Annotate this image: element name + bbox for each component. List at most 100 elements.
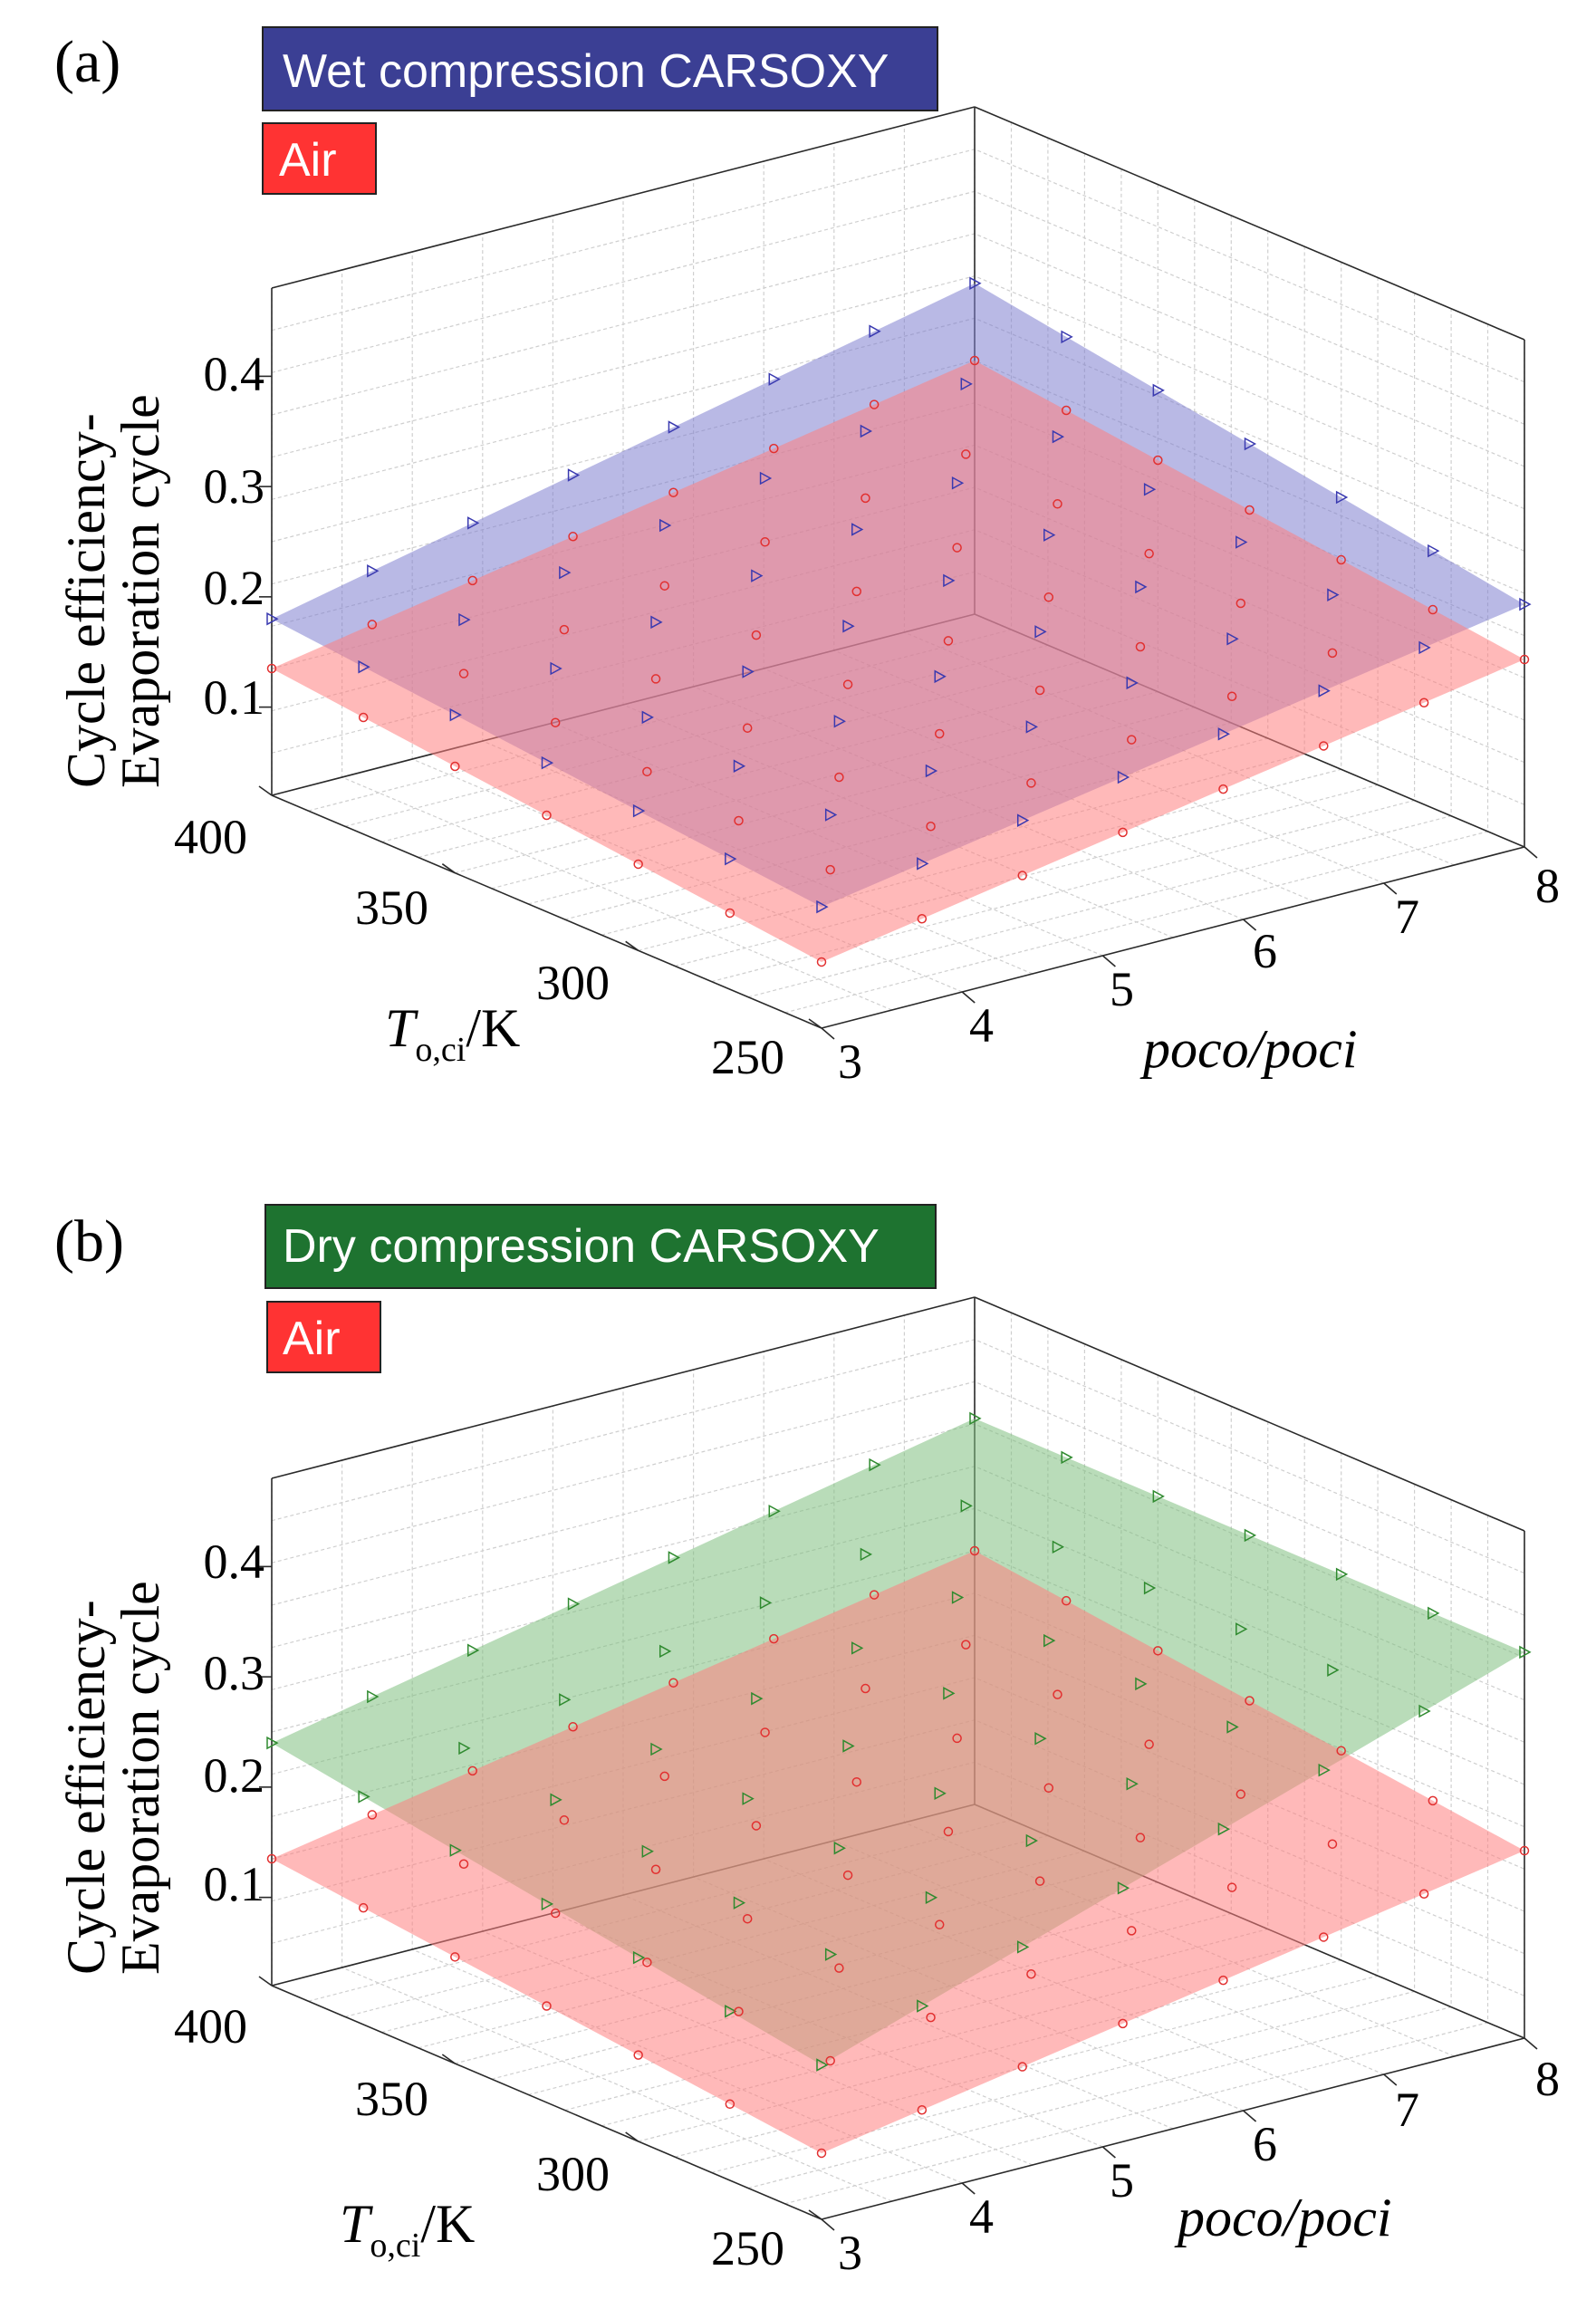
surface-1: [272, 361, 1524, 962]
marker-triangle: [1217, 727, 1230, 741]
marker-circle: [633, 2050, 643, 2060]
tick-mark: [1383, 882, 1398, 895]
b-z-label-line1: Cycle efficiency-: [56, 1600, 116, 1975]
b-z-axis-label: Cycle efficiency- Evaporation cycle: [56, 1581, 170, 1975]
marker-triangle: [458, 1741, 471, 1756]
a-x-tick-7: 7: [1395, 890, 1419, 944]
a-y-axis-label: To,ci/K: [385, 998, 520, 1069]
marker-circle: [917, 914, 928, 924]
box-edge: [821, 846, 1525, 1029]
marker-circle: [1061, 405, 1072, 416]
marker-circle: [542, 810, 552, 821]
panel-b-label: (b): [54, 1208, 124, 1275]
a-y-tick-400: 400: [174, 810, 247, 864]
marker-triangle: [1061, 330, 1073, 344]
marker-triangle: [860, 424, 873, 438]
marker-circle: [659, 1771, 669, 1782]
marker-triangle: [559, 565, 572, 580]
marker-triangle: [1244, 437, 1257, 451]
marker-triangle: [466, 1643, 480, 1658]
marker-circle: [816, 2148, 827, 2159]
marker-circle: [961, 449, 971, 459]
marker-circle: [769, 443, 779, 454]
a-y-label-unit: /K: [466, 998, 520, 1058]
marker-triangle: [266, 1736, 279, 1750]
marker-circle: [869, 399, 880, 409]
marker-circle: [751, 630, 762, 640]
marker-triangle: [969, 276, 982, 291]
tick-mark: [1243, 919, 1257, 931]
gridline: [271, 106, 1525, 341]
marker-triangle: [1052, 429, 1065, 444]
marker-triangle: [1418, 1704, 1431, 1718]
marker-triangle: [1043, 528, 1056, 542]
legend-a-air-label: Air: [279, 134, 337, 187]
marker-triangle: [1034, 1732, 1047, 1746]
marker-circle: [860, 1683, 870, 1694]
marker-triangle: [816, 900, 829, 914]
marker-circle: [659, 581, 669, 591]
tick-mark: [961, 2182, 976, 2195]
marker-triangle: [632, 1950, 646, 1965]
b-z-label-line2: Evaporation cycle: [111, 1581, 170, 1975]
marker-circle: [559, 1815, 570, 1825]
b-y-label-main: T: [340, 2194, 373, 2254]
marker-triangle: [367, 1689, 380, 1704]
marker-triangle: [842, 619, 855, 633]
marker-circle: [842, 1870, 853, 1881]
marker-triangle: [1117, 1881, 1130, 1895]
marker-triangle: [742, 665, 755, 678]
b-y-tick-400: 400: [174, 1999, 247, 2054]
marker-circle: [842, 679, 853, 689]
box-edge: [821, 2037, 1525, 2220]
marker-triangle: [541, 755, 554, 770]
marker-triangle: [1016, 813, 1030, 827]
marker-circle: [1336, 554, 1346, 565]
marker-circle: [725, 2099, 736, 2110]
marker-triangle: [1226, 1720, 1239, 1734]
marker-circle: [559, 624, 570, 635]
marker-circle: [358, 1902, 369, 1913]
b-x-tick-7: 7: [1395, 2083, 1419, 2137]
tick-mark: [625, 2131, 639, 2142]
marker-circle: [825, 864, 835, 875]
marker-circle: [1135, 1833, 1146, 1842]
marker-triangle: [1217, 1822, 1230, 1836]
marker-triangle: [969, 1411, 982, 1426]
marker-circle: [834, 1963, 844, 1973]
legend-b-dry-box: [264, 1204, 937, 1289]
a-z-tick-0.3: 0.3: [204, 459, 265, 514]
marker-triangle: [851, 523, 864, 536]
panel-a-markers: [266, 276, 1532, 967]
marker-triangle: [851, 1641, 864, 1655]
marker-circle: [769, 1633, 779, 1644]
marker-triangle: [824, 808, 838, 822]
tick-mark: [808, 2209, 822, 2220]
marker-circle: [1127, 735, 1137, 745]
marker-triangle: [943, 573, 956, 588]
tick-mark: [1101, 955, 1116, 967]
b-y-axis-label: To,ci/K: [340, 2194, 475, 2265]
marker-triangle: [668, 420, 680, 434]
marker-circle: [734, 2006, 744, 2016]
marker-circle: [742, 723, 753, 733]
marker-triangle: [816, 2058, 829, 2072]
b-y-tick-250: 250: [711, 2221, 784, 2275]
b-x-tick-6: 6: [1253, 2117, 1277, 2171]
marker-triangle: [1235, 1622, 1248, 1636]
marker-triangle: [1126, 1776, 1139, 1791]
marker-triangle: [1143, 483, 1157, 496]
marker-triangle: [1152, 1489, 1165, 1504]
legend-b-dry-label: Dry compression CARSOXY: [283, 1220, 880, 1273]
tick-mark: [441, 863, 456, 874]
marker-circle: [742, 1913, 753, 1924]
b-z-tick-0.3: 0.3: [204, 1646, 265, 1700]
box-edge: [974, 106, 1525, 341]
marker-triangle: [1235, 535, 1248, 549]
marker-triangle: [358, 659, 370, 674]
marker-triangle: [1025, 720, 1038, 734]
a-z-tick-0.1: 0.1: [204, 670, 265, 725]
marker-triangle: [1034, 625, 1047, 639]
b-z-tick-0.2: 0.2: [204, 1748, 265, 1803]
